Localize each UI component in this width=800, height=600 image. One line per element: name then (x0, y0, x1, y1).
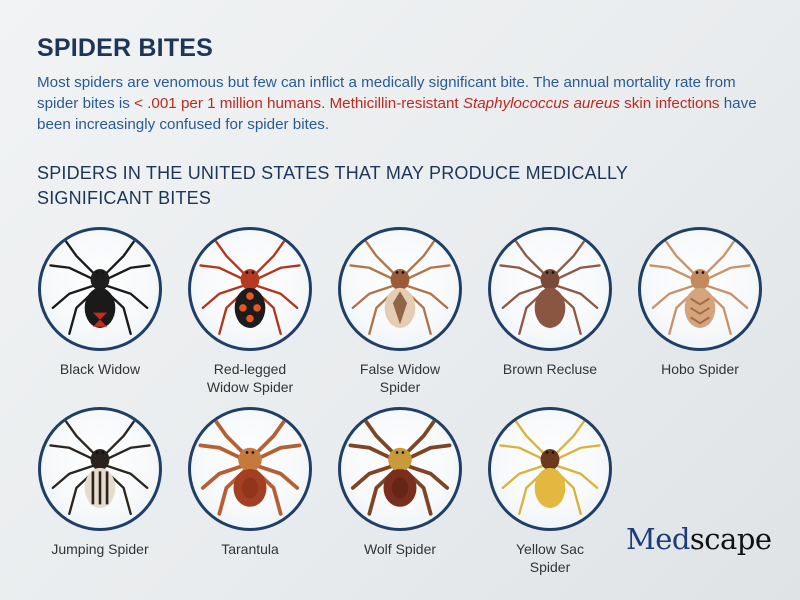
spider-illustration (188, 407, 312, 531)
intro-mortality-stat: < .001 per 1 million humans. Methicillin… (134, 95, 463, 112)
spider-illustration (38, 227, 162, 351)
spider-illustration (638, 227, 762, 351)
spider-card: Brown Recluse (475, 227, 625, 378)
intro-text-part5: have been increasingly confused for spid… (37, 95, 757, 133)
intro-text-part1: Most spiders are venomous but few can in… (37, 74, 736, 112)
wolf-spider-icon (348, 417, 452, 516)
spider-illustration (488, 227, 612, 351)
spider-illustration (338, 227, 462, 351)
spider-label: False Widow Spider (359, 361, 441, 395)
spider-card: Red-legged Widow Spider (175, 227, 325, 396)
spider-label: Brown Recluse (502, 361, 598, 377)
spider-label: Red-legged Widow Spider (206, 361, 294, 395)
tarantula-icon (198, 417, 302, 516)
spider-card: Wolf Spider (325, 407, 475, 558)
spider-illustration (188, 227, 312, 351)
intro-bacteria-name: Staphylococcus aureus (462, 95, 620, 112)
red-legged-widow-icon (199, 238, 301, 336)
brown-recluse-icon (499, 238, 601, 336)
medscape-logo: Medscape (626, 522, 772, 556)
spider-label: Tarantula (221, 541, 279, 557)
section-subtitle: SPIDERS IN THE UNITED STATES THAT MAY PR… (37, 163, 628, 208)
spider-card: Hobo Spider (625, 227, 775, 378)
spider-label: Jumping Spider (51, 541, 149, 557)
spider-label: Hobo Spider (661, 361, 739, 377)
spider-label: Yellow Sac Spider (516, 541, 584, 575)
yellow-sac-spider-icon (499, 418, 601, 516)
spider-illustration (38, 407, 162, 531)
spider-card: Jumping Spider (25, 407, 175, 558)
spider-label: Black Widow (59, 361, 141, 377)
intro-infection-term: skin infections (619, 95, 720, 112)
spider-label: Wolf Spider (363, 541, 437, 557)
hobo-spider-icon (649, 238, 751, 336)
spider-card: Tarantula (175, 407, 325, 558)
intro-text: Most spiders are venomous but few can in… (37, 72, 777, 135)
logo-text-med: Med (626, 522, 690, 556)
spider-card: Black Widow (25, 227, 175, 378)
spider-illustration (488, 407, 612, 531)
jumping-spider-icon (49, 418, 151, 516)
false-widow-icon (349, 238, 451, 336)
page-title: SPIDER BITES (37, 34, 214, 62)
spider-card: False Widow Spider (325, 227, 475, 396)
spider-card: Yellow Sac Spider (475, 407, 625, 576)
black-widow-icon (49, 238, 151, 336)
spider-illustration (338, 407, 462, 531)
logo-text-scape: scape (689, 522, 772, 556)
